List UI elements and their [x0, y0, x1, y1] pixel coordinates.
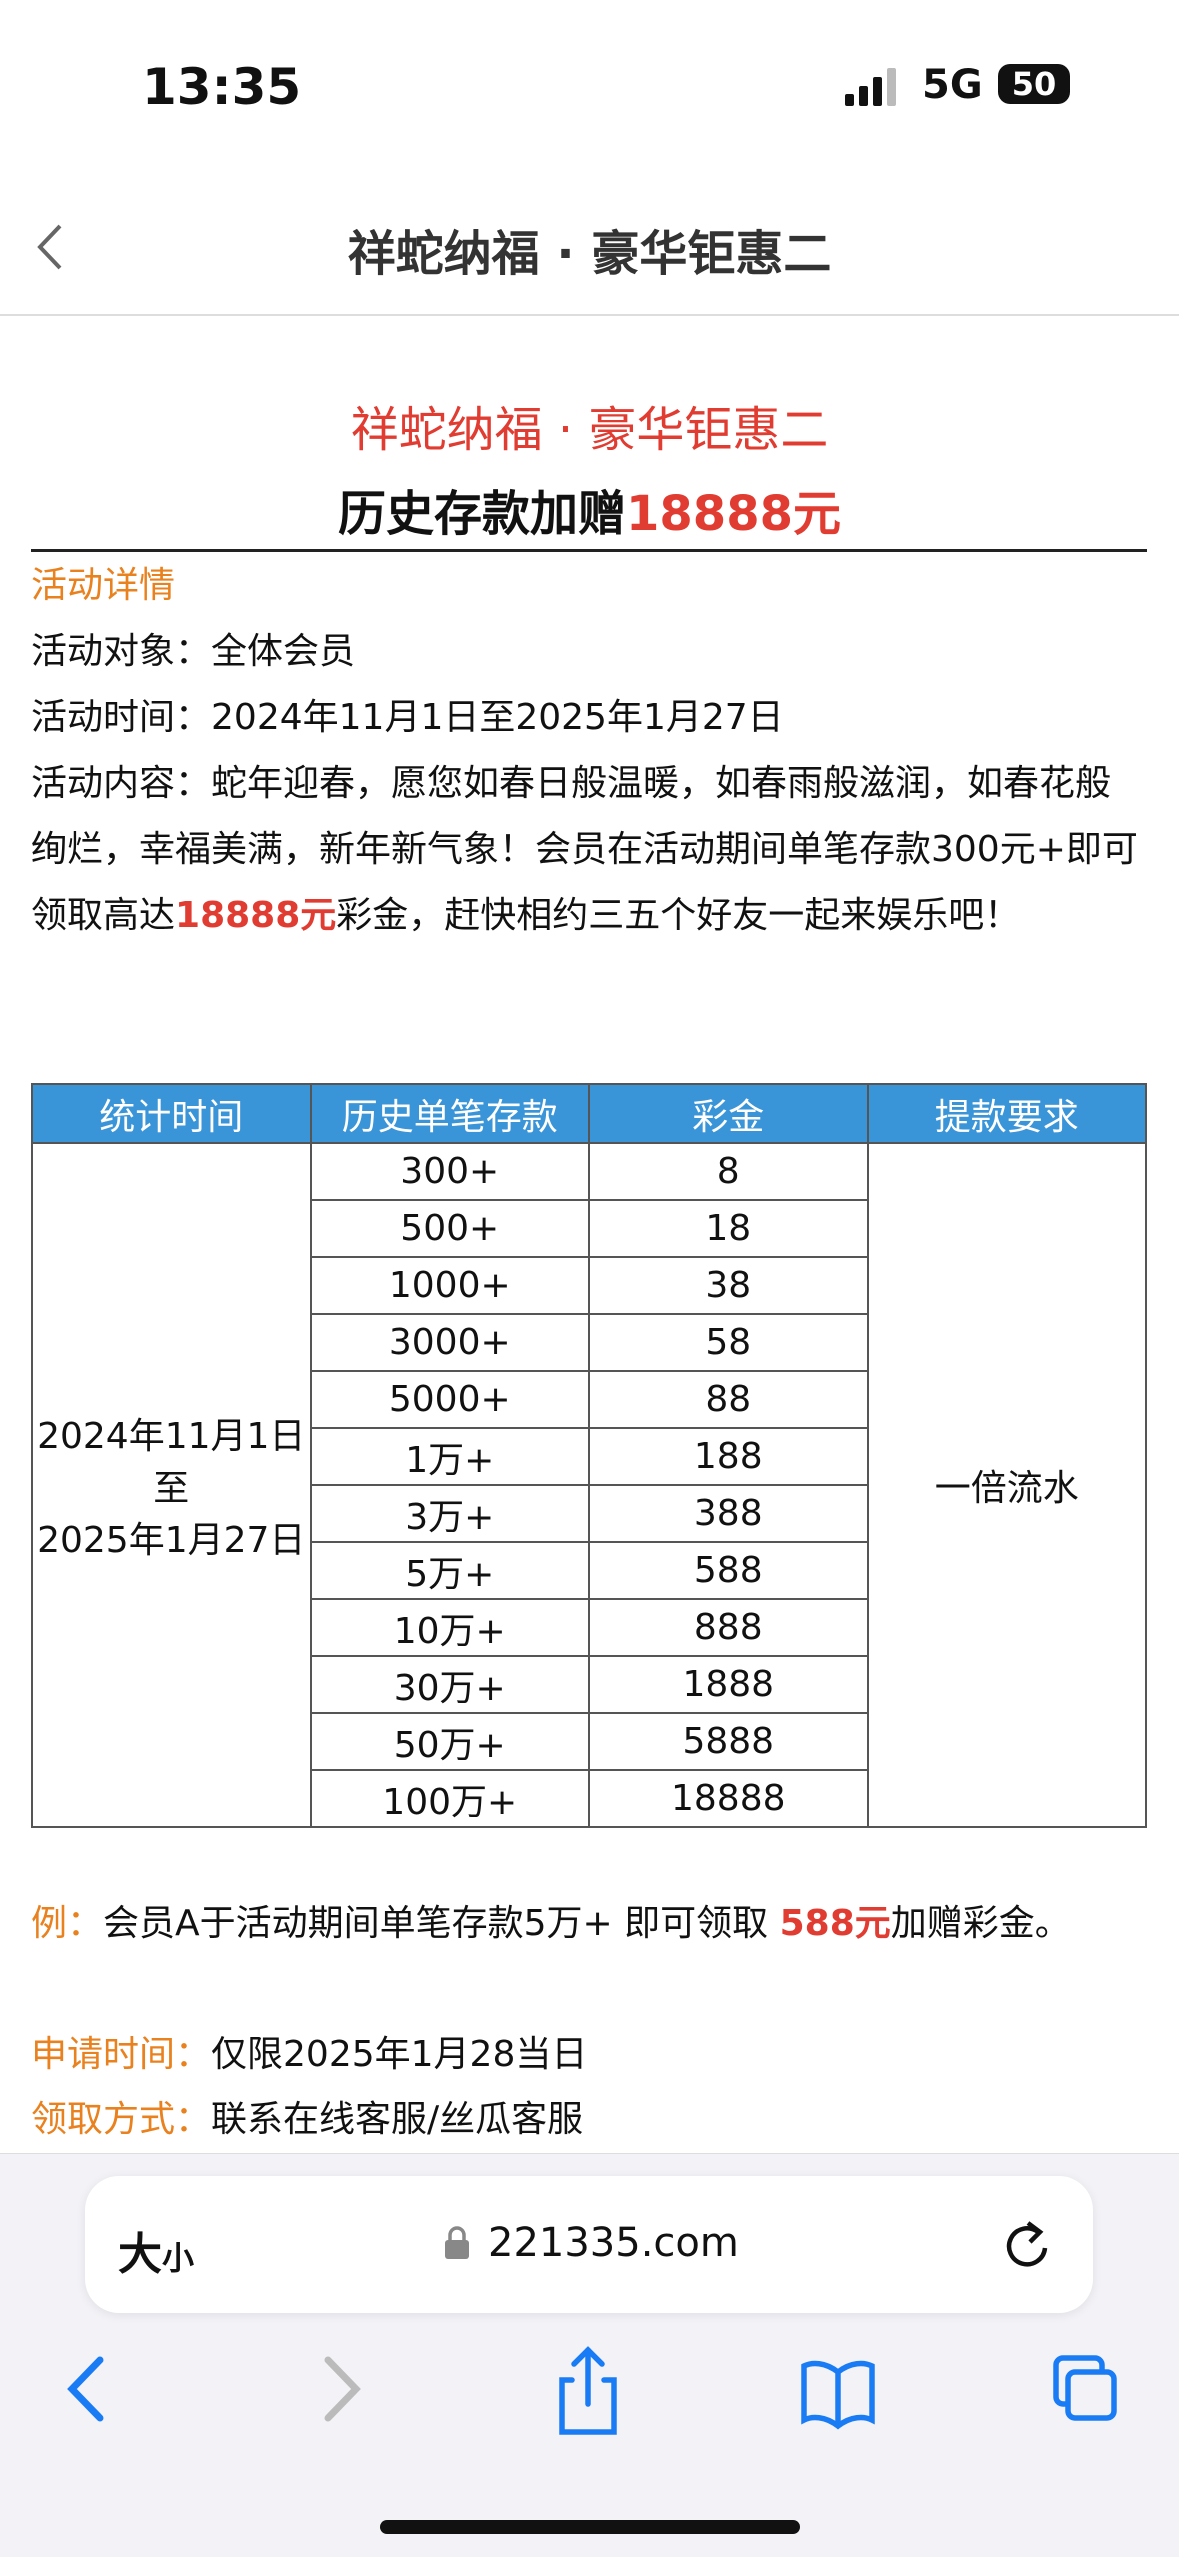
large: 大 [118, 2229, 162, 2280]
header-cell: 统计时间 [31, 1083, 312, 1144]
label: 申请时间： [31, 2034, 212, 2075]
header-cell: 彩金 [588, 1083, 869, 1144]
signal-icon [845, 68, 896, 106]
nav-title: 祥蛇纳福 · 豪华钜惠二 [347, 226, 832, 282]
forward[interactable] [324, 2356, 361, 2422]
table-row: 2024年11月1日至 2025年1月27日 300+ 8 一倍流水 [31, 1142, 1147, 1828]
home-indicator [380, 2520, 800, 2534]
subtitle-amount: 18888元 [626, 486, 841, 542]
heading: 祥蛇纳福 · 豪华钜惠二 [350, 402, 829, 458]
small: 小 [162, 2239, 195, 2277]
table-row: 1万+ 188 [32, 1427, 1146, 1486]
label: 活动对象： [31, 631, 212, 672]
url: 221335.com [488, 2220, 739, 2266]
period-line: 活动时间：2024年11月1日至2025年1月27日 [31, 685, 1147, 751]
table-row: 10万+ 888 [32, 1598, 1146, 1657]
bonus-cell: 588 [588, 1541, 869, 1600]
status-time: 13:35 [142, 58, 302, 116]
back-button[interactable] [34, 222, 68, 272]
table-row: 1000+ 38 [32, 1256, 1146, 1315]
bonus-cell: 5888 [588, 1712, 869, 1771]
bonus-cell: 58 [588, 1313, 869, 1372]
table-row: 30万+ 1888 [32, 1655, 1146, 1714]
bookmarks[interactable] [801, 2360, 875, 2430]
deposit-cell: 1万+ [309, 1427, 590, 1486]
bonus-cell: 1888 [588, 1655, 869, 1714]
table-body: 2024年11月1日至 2025年1月27日 300+ 8 一倍流水 500+ 18 1000… [31, 1142, 1147, 1828]
example: 例：会员A于活动期间单笔存款5万+ 即可领取 588元加赠彩金。 [31, 1891, 1147, 1957]
header-cell: 提款要求 [866, 1083, 1147, 1144]
table-row: 50万+ 5888 [32, 1712, 1146, 1771]
amount: 18888元 [175, 895, 337, 936]
label: 活动时间： [31, 697, 212, 738]
tail: 彩金，赶快相约三五个好友一起来娱乐吧！ [336, 895, 1021, 936]
bonus-cell: 88 [588, 1370, 869, 1429]
text: 蛇年迎春，愿您如春日般温暖，如春雨般滋润，如春花般绚烂，幸福美满，新年新气象！会… [31, 763, 1138, 936]
bonus-table: 统计时间 历史单笔存款 彩金 提款要求 2024年11月1日至 2025年1月27日 30… [31, 1083, 1147, 1828]
deposit-cell: 500+ [309, 1199, 590, 1258]
share[interactable] [559, 2346, 617, 2435]
tail: 加赠彩金。 [890, 1903, 1071, 1944]
target-line: 活动对象：全体会员 [31, 619, 1147, 685]
deposit-cell: 10万+ [309, 1598, 590, 1657]
table-row: 100万+ 18888 [32, 1769, 1146, 1828]
period-cell: 2024年11月1日至 2025年1月27日 [31, 1142, 312, 1828]
apply-time: 申请时间：仅限2025年1月28当日 [31, 2022, 1147, 2088]
value: 仅限2025年1月28当日 [211, 2034, 588, 2075]
description: 活动内容：蛇年迎春，愿您如春日般温暖，如春雨般滋润，如春花般绚烂，幸福美满，新年… [31, 751, 1147, 949]
browser-nav-icons [67, 2346, 1117, 2435]
deposit-cell: 3万+ [309, 1484, 590, 1543]
deposit-cell: 100万+ [309, 1769, 590, 1828]
table-row: 500+ 18 [32, 1199, 1146, 1258]
period-line: 至 [153, 1468, 190, 1509]
bonus-cell: 388 [588, 1484, 869, 1543]
bonus-cell: 38 [588, 1256, 869, 1315]
value: 联系在线客服/丝瓜客服 [211, 2099, 584, 2140]
amount: 588元 [779, 1903, 891, 1944]
nav-divider [0, 314, 1179, 316]
bonus-cell: 8 [588, 1142, 869, 1201]
bonus-cell: 18 [588, 1199, 869, 1258]
network: 5G [922, 62, 983, 108]
deposit-cell: 3000+ [309, 1313, 590, 1372]
requirement-cell: 一倍流水 [866, 1142, 1147, 1828]
subtitle: 历史存款加赠18888元 [0, 474, 1179, 544]
text-size-button[interactable]: 大小 [118, 2218, 194, 2282]
section-title: 活动详情 [31, 565, 176, 606]
tabs[interactable] [1053, 2355, 1117, 2421]
header-cell: 历史单笔存款 [309, 1083, 590, 1144]
deposit-cell: 5000+ [309, 1370, 590, 1429]
deposit-cell: 30万+ [309, 1655, 590, 1714]
claim-method: 领取方式：联系在线客服/丝瓜客服 [31, 2087, 1147, 2153]
subtitle-text: 历史存款加赠 [337, 486, 626, 542]
reload-button[interactable] [1002, 2218, 1052, 2272]
text: 会员A于活动期间单笔存款5万+ 即可领取 [103, 1903, 780, 1944]
period-line: 2024年11月1日 [37, 1416, 306, 1457]
label: 例： [31, 1903, 104, 1944]
deposit-cell: 1000+ [309, 1256, 590, 1315]
deposit-cell: 300+ [309, 1142, 590, 1201]
label: 领取方式： [31, 2099, 212, 2140]
lock-icon [445, 2226, 469, 2259]
period-line: 2025年1月27日 [37, 1520, 306, 1561]
back[interactable] [67, 2356, 104, 2422]
battery: 50 [998, 64, 1070, 104]
bonus-cell: 888 [588, 1598, 869, 1657]
divider [31, 549, 1147, 552]
value: 2024年11月1日至2025年1月27日 [211, 697, 784, 738]
label: 活动内容： [31, 763, 212, 804]
table-row: 5000+ 88 [32, 1370, 1146, 1429]
table-row: 3000+ 58 [32, 1313, 1146, 1372]
value: 全体会员 [211, 631, 356, 672]
deposit-cell: 50万+ [309, 1712, 590, 1771]
bonus-cell: 18888 [588, 1769, 869, 1828]
address-bar[interactable] [85, 2176, 1093, 2313]
bonus-cell: 188 [588, 1427, 869, 1486]
header-row: 统计时间 历史单笔存款 彩金 提款要求 [31, 1083, 1147, 1144]
table-row: 3万+ 388 [32, 1484, 1146, 1543]
deposit-cell: 5万+ [309, 1541, 590, 1600]
table-row: 5万+ 588 [32, 1541, 1146, 1600]
